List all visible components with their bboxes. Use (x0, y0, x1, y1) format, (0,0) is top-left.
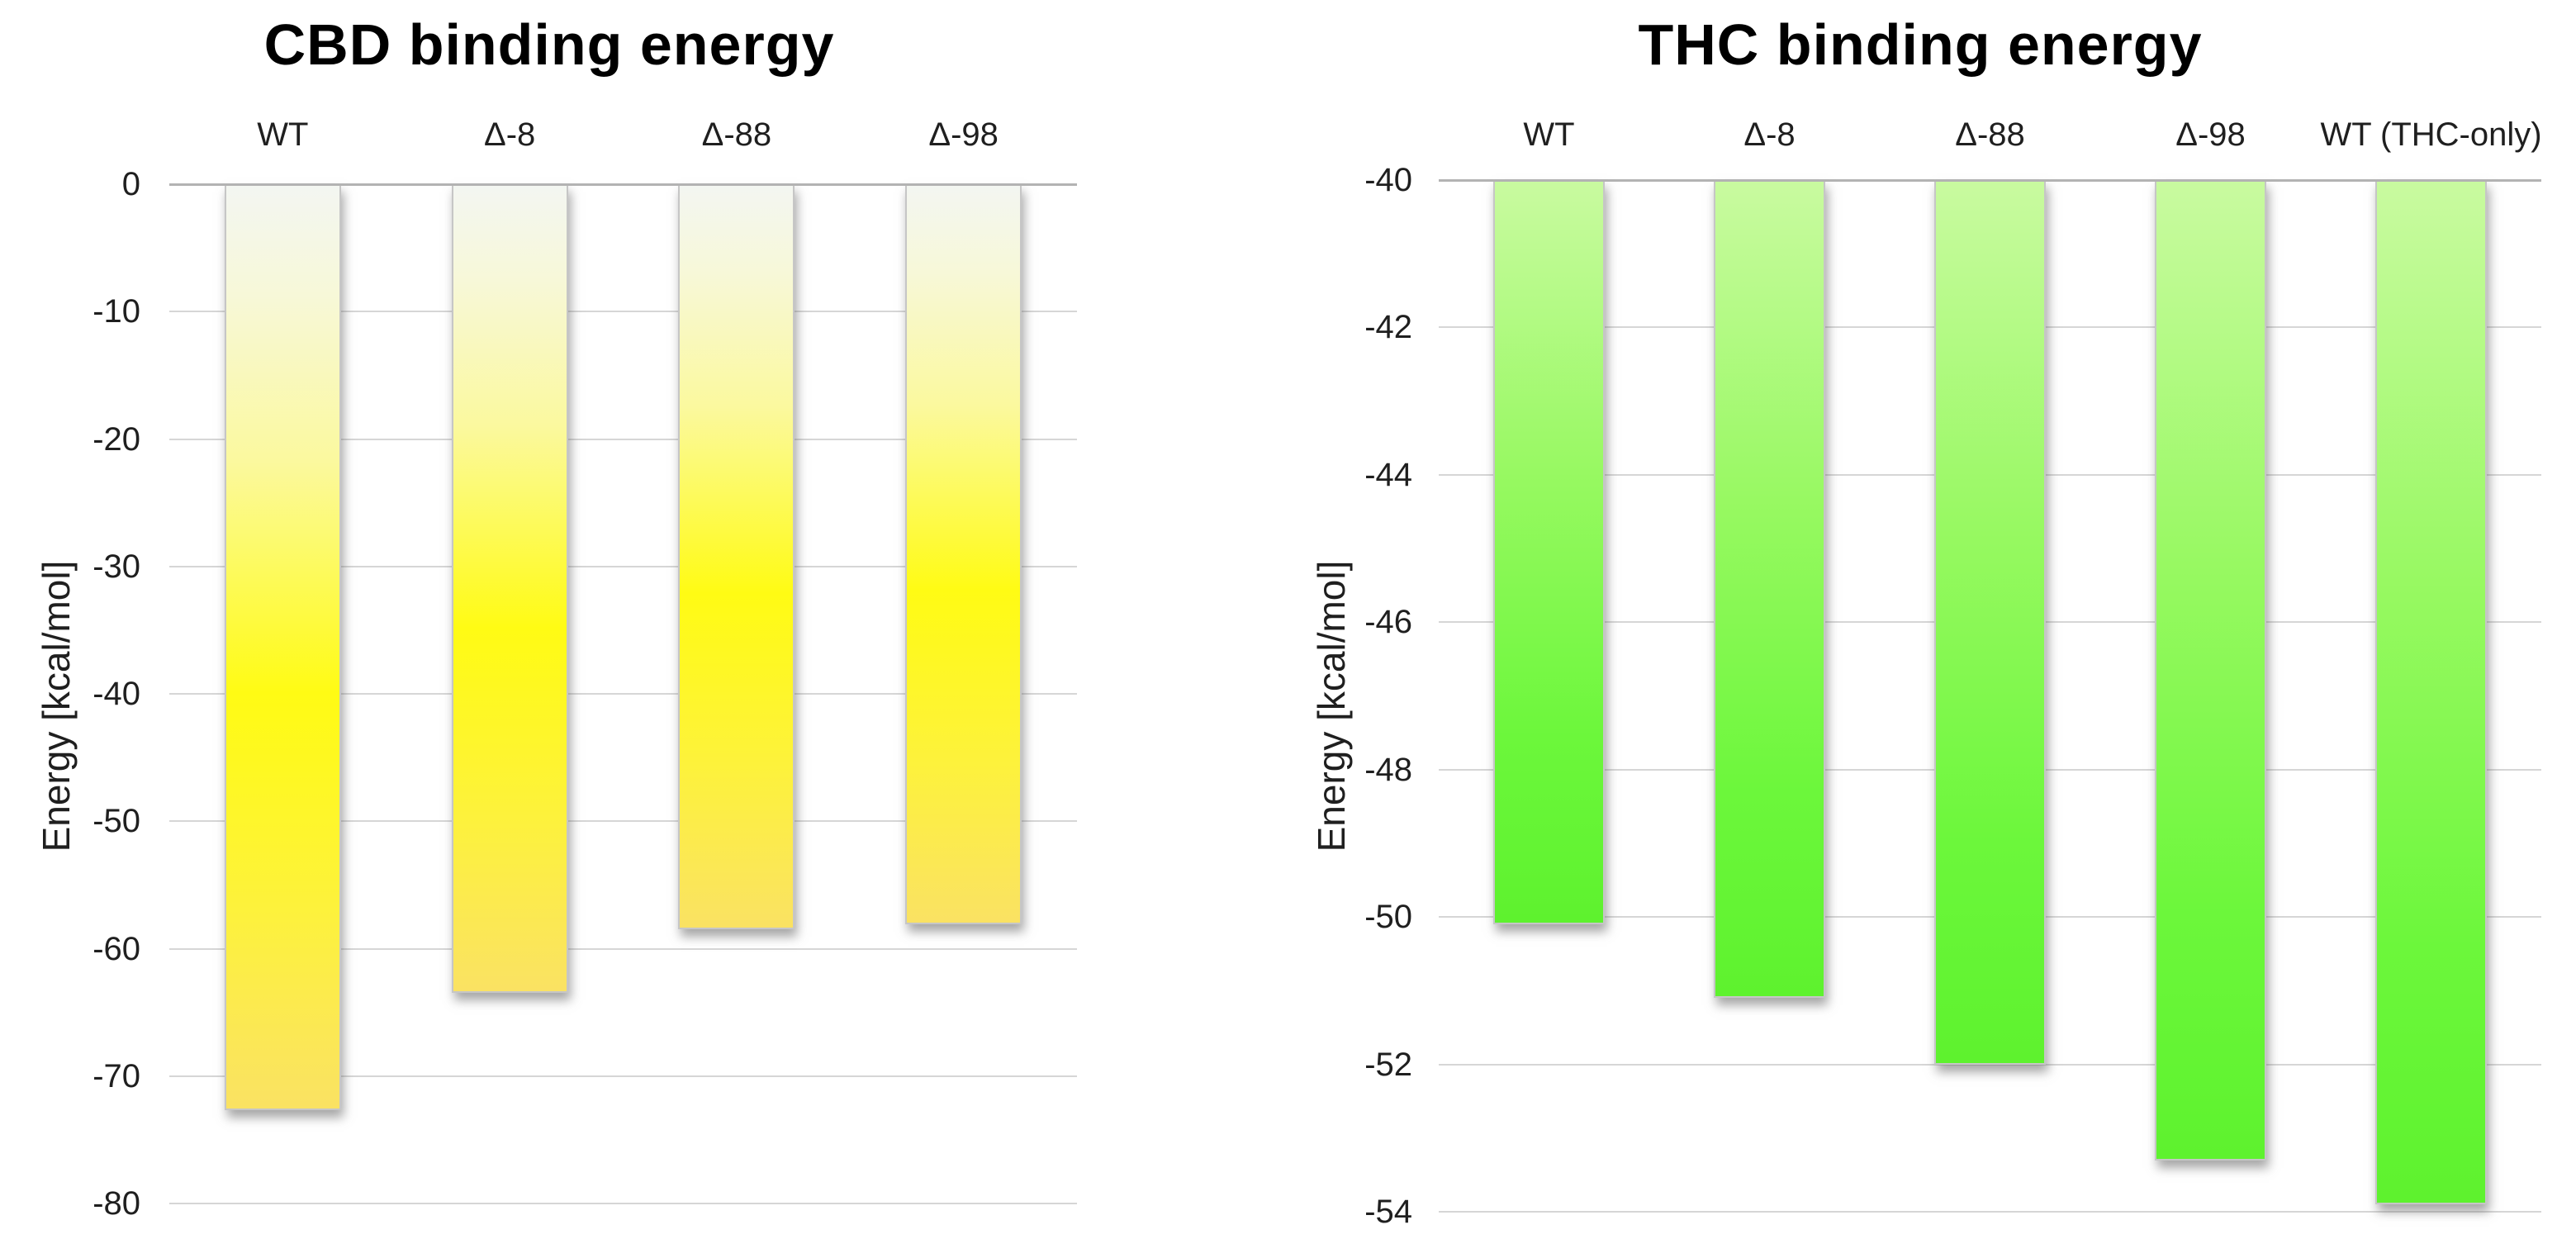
bar-98 (2155, 180, 2266, 1161)
y-tick-label: -40 (93, 676, 140, 712)
y-tick-label: -50 (93, 803, 140, 840)
x-axis-line (1439, 179, 2541, 182)
category-label: Δ-88 (701, 116, 772, 153)
y-tick-label: -60 (93, 930, 140, 967)
bar-98 (905, 184, 1022, 925)
gridline (1439, 1211, 2541, 1213)
y-tick-label: -54 (1364, 1194, 1412, 1230)
bar-wt-thc-only (2375, 180, 2487, 1205)
category-label: WT (257, 116, 309, 153)
y-tick-label: -52 (1364, 1046, 1412, 1083)
gridline (169, 693, 1077, 695)
y-tick-label: -70 (93, 1057, 140, 1094)
bar-88 (678, 184, 795, 930)
y-tick-label: -20 (93, 420, 140, 458)
y-tick-label: -30 (93, 548, 140, 585)
category-label: Δ-98 (2175, 116, 2246, 153)
chart-title: THC binding energy (1638, 12, 2203, 77)
y-tick-label: -44 (1364, 456, 1412, 493)
bar-88 (1934, 180, 2046, 1065)
bar-8 (451, 184, 568, 994)
y-tick-label: -50 (1364, 899, 1412, 936)
y-tick-label: -10 (93, 293, 140, 330)
gridline (169, 311, 1077, 313)
x-axis-line (169, 183, 1077, 186)
gridline (169, 947, 1077, 950)
gridline (1439, 1063, 2541, 1066)
gridline (169, 565, 1077, 567)
category-label: Δ-98 (928, 116, 999, 153)
y-tick-label: -42 (1364, 309, 1412, 346)
category-label: Δ-8 (1743, 116, 1796, 153)
category-label: Δ-8 (483, 116, 536, 153)
gridline (169, 438, 1077, 440)
category-label: WT (THC-only) (2320, 116, 2542, 153)
y-tick-label: -48 (1364, 751, 1412, 788)
y-tick-label: -40 (1364, 162, 1412, 198)
gridline (169, 1075, 1077, 1077)
y-tick-label: 0 (121, 166, 140, 202)
category-label: Δ-88 (1955, 116, 2025, 153)
bar-8 (1714, 180, 1825, 999)
y-tick-label: -80 (93, 1185, 140, 1222)
gridline (169, 820, 1077, 823)
bar-wt (224, 184, 341, 1111)
bar-wt (1493, 180, 1605, 925)
category-label: WT (1523, 116, 1575, 153)
y-tick-label: -46 (1364, 604, 1412, 641)
gridline (169, 1203, 1077, 1204)
chart-title: CBD binding energy (263, 12, 835, 77)
